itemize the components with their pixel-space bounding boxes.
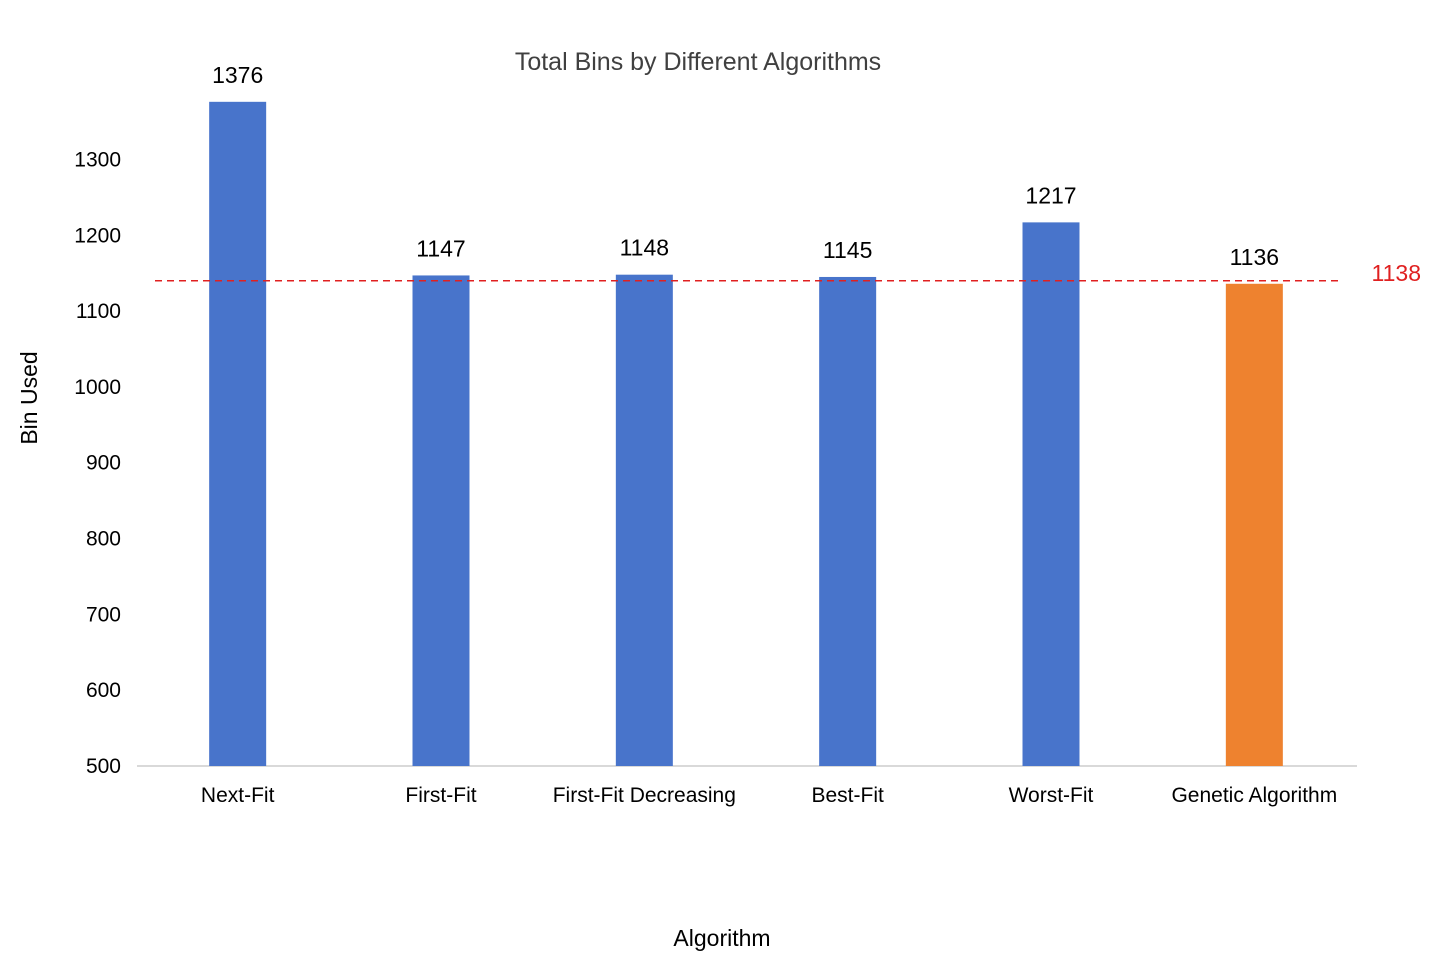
reference-line-group: 1138 <box>155 260 1421 286</box>
bar-series <box>209 101 1283 767</box>
data-label: 1136 <box>1230 244 1279 270</box>
reference-line-label: 1138 <box>1372 260 1421 286</box>
y-tick-label: 1300 <box>74 148 121 171</box>
y-axis-label: Bin Used <box>16 351 42 444</box>
bar <box>615 274 673 766</box>
data-label: 1147 <box>416 235 465 261</box>
x-axis-ticks: Next-Fit First-Fit First-Fit Decreasing Bes… <box>201 784 1337 807</box>
data-labels: 1376 1147 1148 1145 1217 1136 <box>212 62 1279 270</box>
x-axis-label: Algorithm <box>673 925 770 951</box>
x-tick-label: Best-Fit <box>811 784 884 807</box>
x-tick-label: Next-Fit <box>201 784 275 807</box>
y-tick-label: 600 <box>86 679 121 702</box>
data-label: 1145 <box>823 237 872 263</box>
y-tick-label: 1100 <box>76 300 121 323</box>
y-axis-ticks: 500 600 700 800 900 1000 1100 1200 1300 <box>74 148 121 778</box>
bar <box>412 275 470 766</box>
data-label: 1148 <box>620 235 669 261</box>
y-tick-label: 700 <box>86 603 121 626</box>
x-tick-label: Genetic Algorithm <box>1171 784 1337 807</box>
data-label: 1217 <box>1025 182 1076 208</box>
y-tick-label: 500 <box>86 755 121 778</box>
data-label: 1376 <box>212 62 263 88</box>
x-tick-label: First-Fit Decreasing <box>553 784 736 807</box>
y-tick-label: 800 <box>86 528 121 551</box>
bar <box>819 276 877 766</box>
y-tick-label: 1200 <box>74 224 121 247</box>
chart-title: Total Bins by Different Algorithms <box>515 48 881 76</box>
y-tick-label: 900 <box>86 452 121 475</box>
x-tick-label: First-Fit <box>405 784 476 807</box>
y-tick-label: 1000 <box>74 376 121 399</box>
bar <box>1225 283 1283 766</box>
bar <box>1022 222 1080 766</box>
x-tick-label: Worst-Fit <box>1009 784 1094 807</box>
bar <box>209 101 267 767</box>
